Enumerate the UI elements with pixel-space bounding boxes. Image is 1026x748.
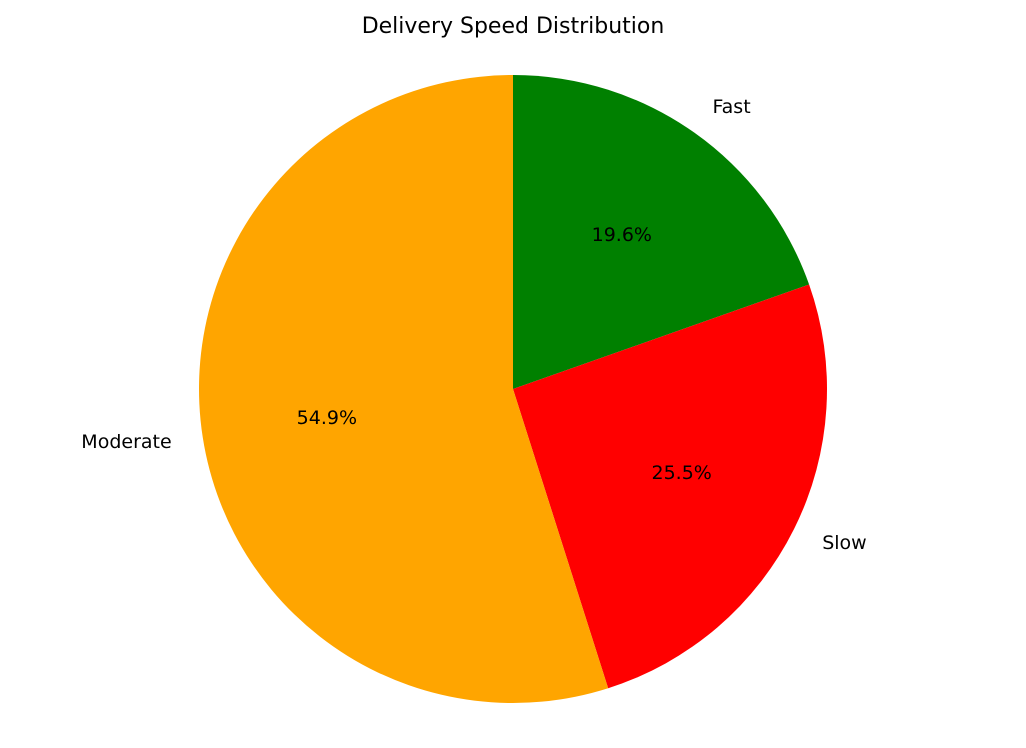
slice-label-slow: Slow (822, 532, 867, 554)
pie-slice-moderate (199, 75, 609, 703)
slice-label-fast: Fast (712, 96, 750, 118)
slice-label-moderate: Moderate (81, 431, 171, 453)
pct-label-moderate: 54.9% (297, 407, 357, 429)
pct-label-slow: 25.5% (651, 462, 711, 484)
pie-labels: Fast 19.6% Slow 25.5% Moderate 54.9% (81, 96, 866, 554)
pct-label-fast: 19.6% (592, 224, 652, 246)
pie-slices (199, 75, 827, 703)
pie-slice-fast (513, 75, 810, 389)
chart-title: Delivery Speed Distribution (362, 14, 665, 39)
pie-slice-slow (513, 284, 827, 689)
